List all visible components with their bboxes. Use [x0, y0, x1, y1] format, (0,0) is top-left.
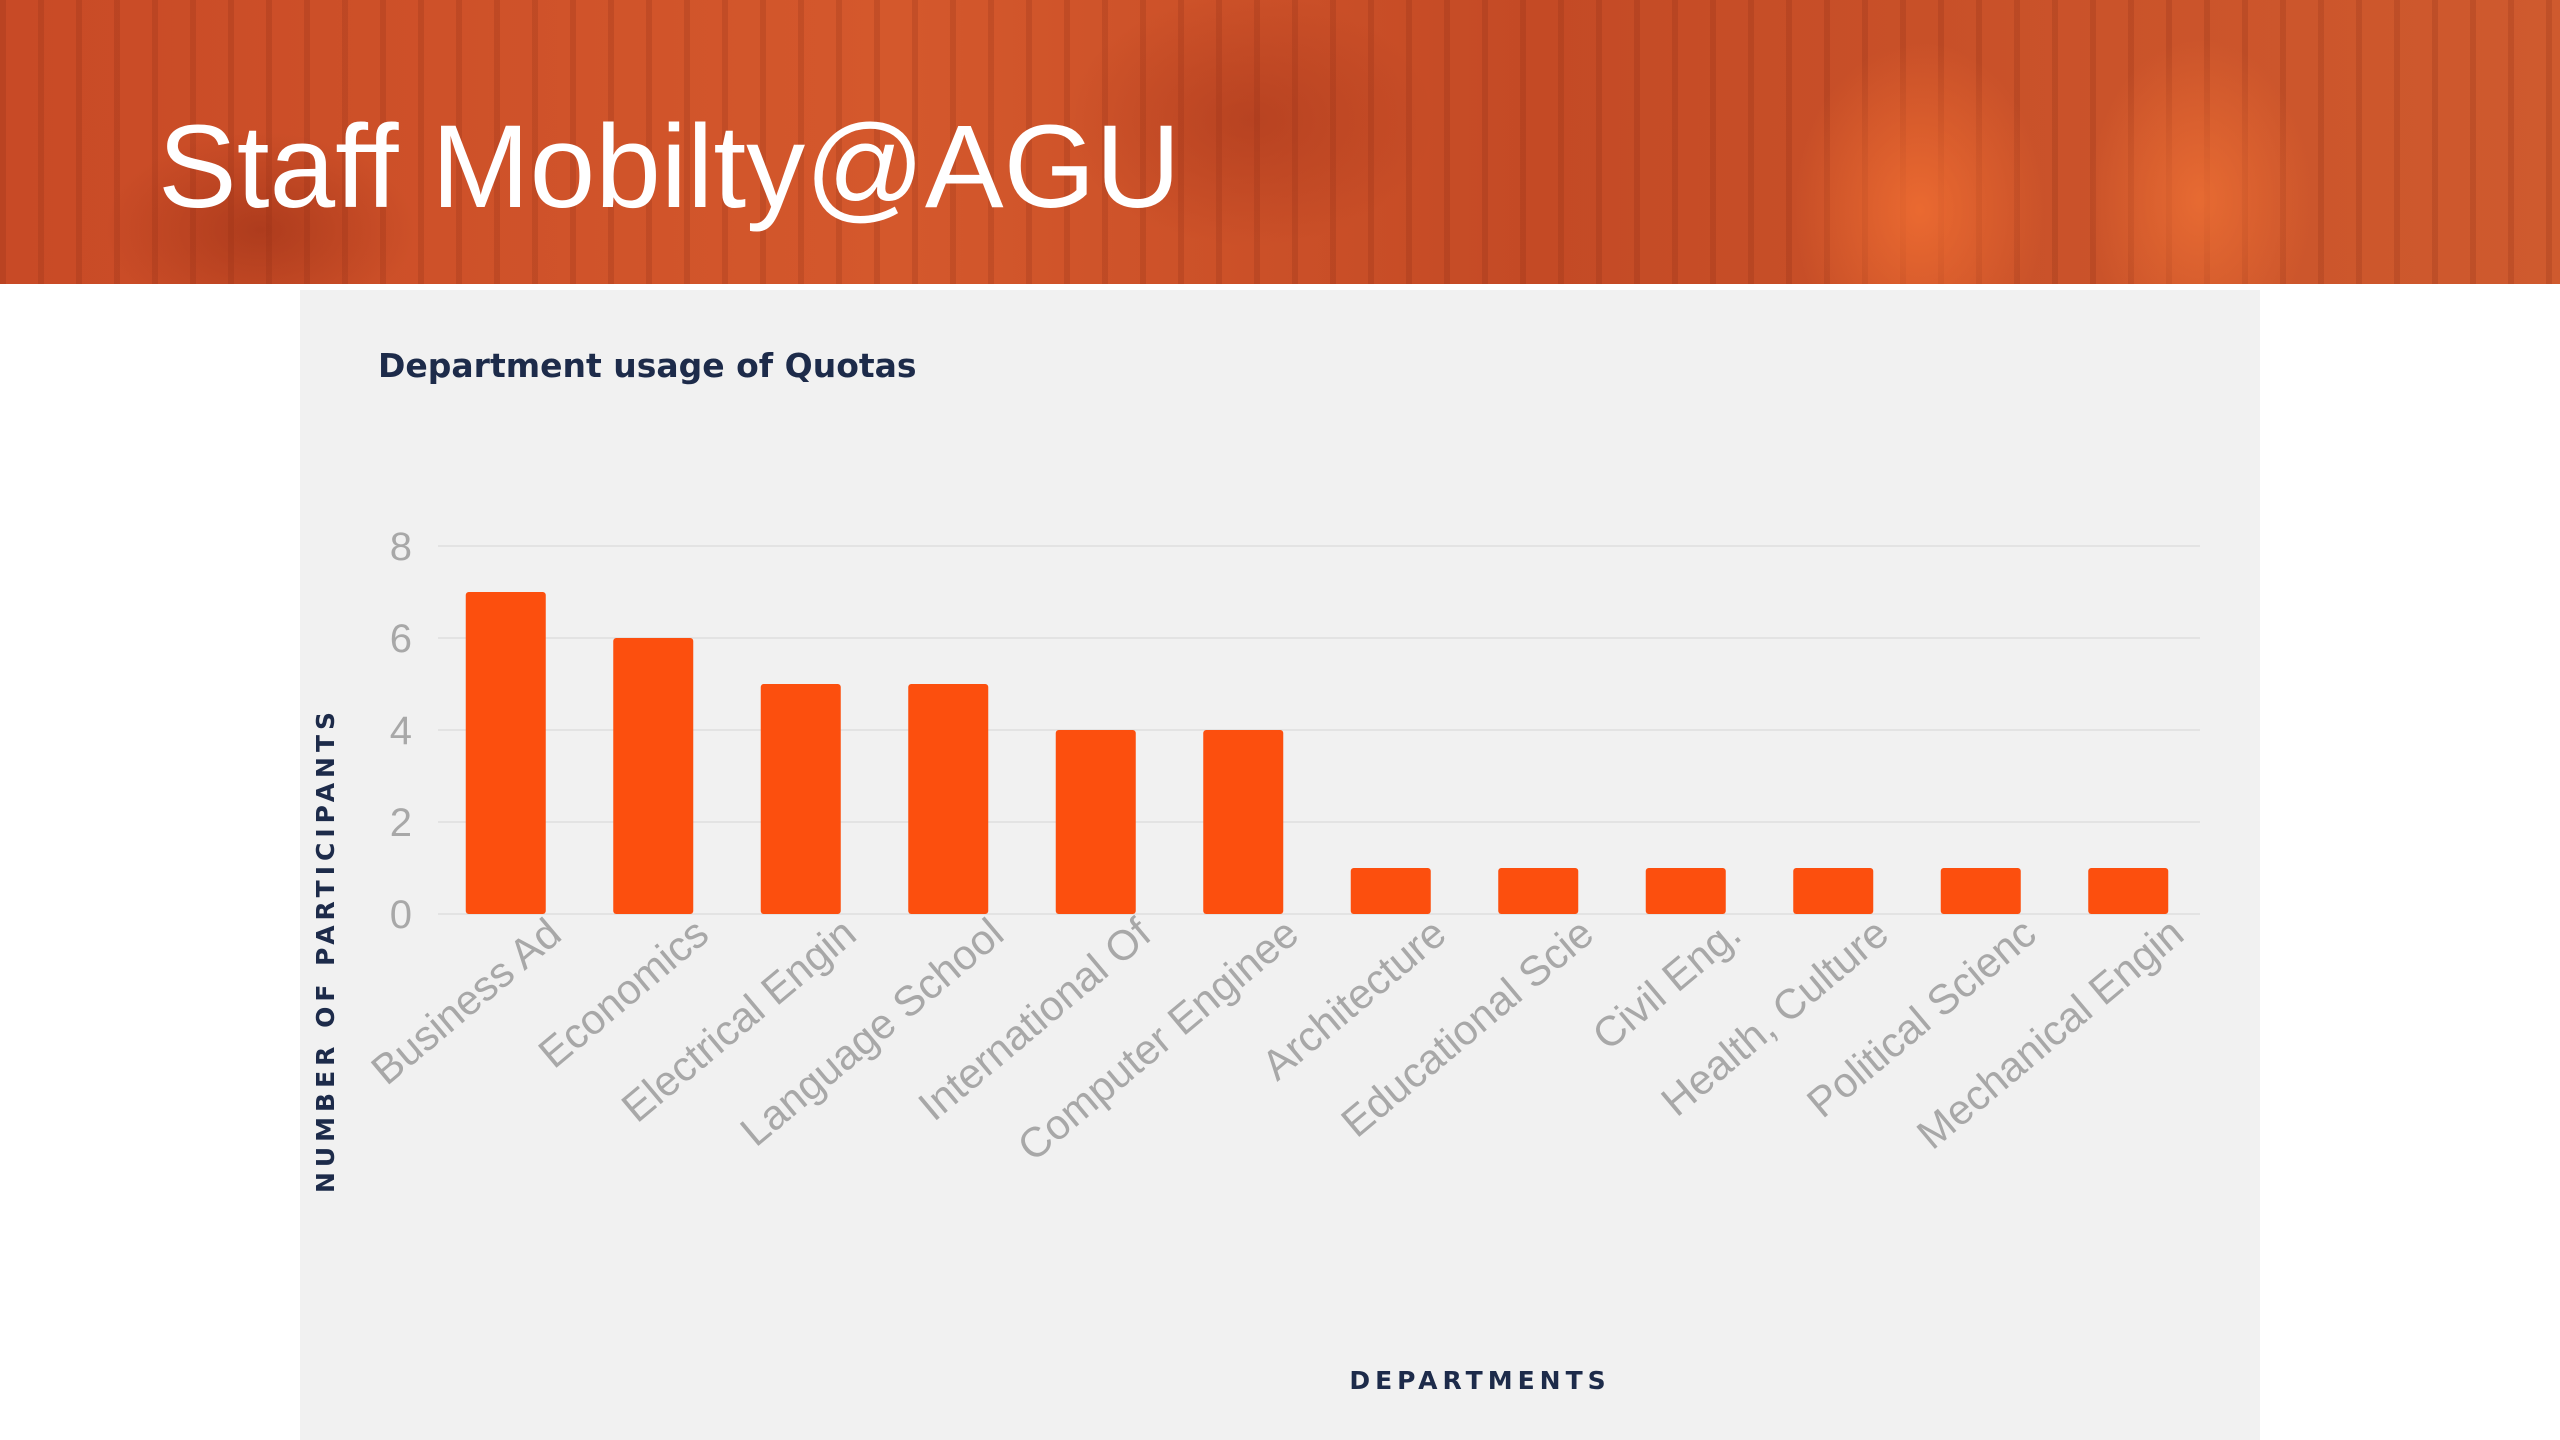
- bar: [465, 592, 546, 914]
- chart-title: Department usage of Quotas: [378, 346, 917, 385]
- bar: [1498, 868, 1579, 914]
- y-tick-label: 4: [390, 709, 412, 753]
- header-banner: Staff Mobilty@AGU: [0, 0, 2560, 284]
- y-tick-label: 6: [390, 617, 412, 661]
- x-tick-label: Mechanical Engin: [1908, 909, 2192, 1158]
- x-tick-label: Educational Scie: [1332, 909, 1602, 1146]
- bar: [1350, 868, 1431, 914]
- bar: [1203, 730, 1284, 914]
- bar: [760, 684, 841, 914]
- page-title: Staff Mobilty@AGU: [158, 101, 1181, 233]
- chart-panel: Department usage of Quotas 0 2 4 6 8 Busines…: [300, 290, 2260, 1440]
- bar: [1055, 730, 1136, 914]
- bar: [908, 684, 989, 914]
- y-tick-label: 8: [390, 525, 412, 569]
- y-axis-title: NUMBER OF PARTICIPANTS: [311, 707, 340, 1193]
- bar: [1645, 868, 1726, 914]
- y-tick-label: 0: [390, 893, 412, 937]
- x-axis-title: DEPARTMENTS: [1349, 1366, 1610, 1395]
- x-tick-label: Language School: [731, 909, 1012, 1155]
- bar: [1940, 868, 2021, 914]
- bar: [1793, 868, 1874, 914]
- x-tick-label: Computer Enginee: [1009, 909, 1307, 1170]
- y-tick-label: 2: [390, 801, 412, 845]
- gridlines: [438, 545, 2200, 915]
- y-axis-ticks: 0 2 4 6 8: [390, 525, 412, 937]
- bar: [2088, 868, 2169, 914]
- bar: [613, 638, 694, 914]
- bars: [465, 592, 2169, 914]
